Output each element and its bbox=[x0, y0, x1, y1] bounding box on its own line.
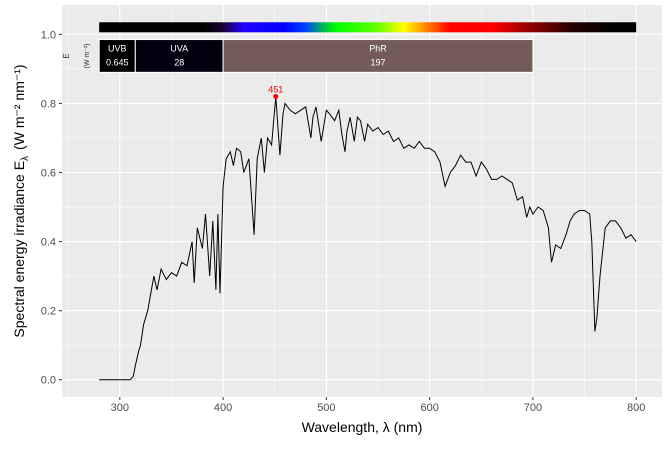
y-tick-label: 0.8 bbox=[41, 98, 56, 110]
waveband-name: UVB bbox=[108, 44, 127, 54]
waveband-annotations: UVB 0.645 UVA 28 PhR 197 (W m⁻²) E bbox=[62, 22, 637, 73]
peak-label: 451 bbox=[268, 85, 283, 95]
x-axis-label: Wavelength, λ (nm) bbox=[302, 419, 423, 435]
spectrum-line bbox=[99, 96, 637, 381]
waveband-box-phr bbox=[222, 39, 534, 73]
waveband-quantity-label: E bbox=[62, 53, 71, 58]
y-tick-label: 0.0 bbox=[41, 375, 56, 387]
waveband-value: 197 bbox=[370, 58, 385, 68]
x-tick-label: 500 bbox=[317, 402, 335, 414]
waveband-value: 28 bbox=[174, 58, 184, 68]
y-axis-label: Spectral energy irradiance Eλ(W m⁻² nm⁻¹… bbox=[11, 64, 31, 337]
waveband-value: 0.645 bbox=[106, 58, 129, 68]
y-tick-label: 0.6 bbox=[41, 168, 56, 180]
y-tick-label: 1.0 bbox=[41, 29, 56, 41]
waveband-box-uvb bbox=[98, 39, 136, 73]
x-tick-label: 800 bbox=[627, 402, 645, 414]
x-tick-label: 400 bbox=[214, 402, 232, 414]
peak-point bbox=[273, 94, 279, 100]
wavelength-color-bar bbox=[99, 22, 637, 33]
y-tick-label: 0.2 bbox=[41, 306, 56, 318]
waveband-name: PhR bbox=[369, 44, 387, 54]
y-tick-label: 0.4 bbox=[41, 237, 56, 249]
waveband-name: UVA bbox=[170, 44, 188, 54]
x-tick-label: 600 bbox=[420, 402, 438, 414]
waveband-axis-label: (W m⁻²) bbox=[84, 43, 91, 68]
x-tick-label: 300 bbox=[111, 402, 129, 414]
peak-annotation: 451 bbox=[268, 85, 283, 100]
axes: 300 400 500 600 700 800 0.0 0.2 0.4 0.6 0.8 1.0 bbox=[41, 29, 646, 414]
x-tick-label: 700 bbox=[524, 402, 542, 414]
